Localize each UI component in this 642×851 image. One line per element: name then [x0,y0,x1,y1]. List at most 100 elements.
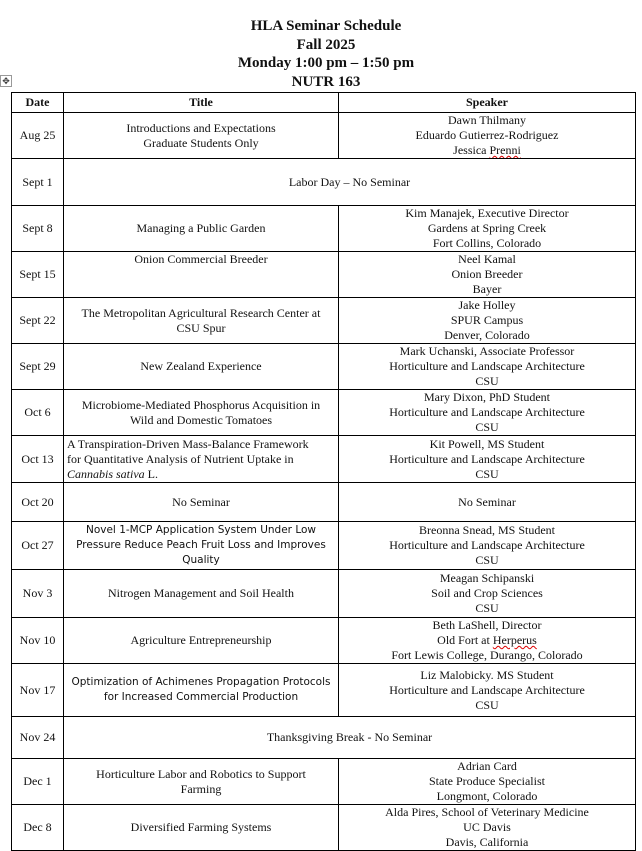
speaker-line: Neel Kamal [458,252,516,267]
header-title: Title [63,92,339,113]
title-line: Graduate Students Only [143,135,259,150]
row-date: Oct 20 [11,482,64,522]
title-line: A Transpiration-Driven Mass-Balance Fram… [67,436,309,451]
spelling-flag: Prenni [489,143,521,157]
row-speaker: Alda Pires, School of Veterinary Medicin… [338,804,636,851]
row-title: Onion Commercial Breeder [63,251,339,298]
title-line: No Seminar [172,494,230,509]
speaker-line: Longmont, Colorado [436,789,538,803]
speaker-line: Denver, Colorado [444,328,530,342]
table-row: Sept 22 The Metropolitan Agricultural Res… [11,297,636,344]
spelling-flag: Herperus [492,633,537,647]
speaker-line: Soil and Crop Sciences [431,586,543,600]
speaker-line: Liz Malobicky. MS Student [420,667,554,682]
title-line: The Metropolitan Agricultural Research C… [81,305,321,320]
speaker-line: UC Davis [463,820,511,834]
row-date: Sept 22 [11,297,64,344]
speaker-line: CSU [475,420,499,434]
row-date: Dec 1 [11,758,64,805]
document-header: HLA Seminar Schedule Fall 2025 Monday 1:… [0,17,642,91]
speaker-line: CSU [475,697,499,712]
row-title: Nitrogen Management and Soil Health [63,569,339,618]
speaker-line: Mark Uchanski, Associate Professor [399,344,575,359]
table-row: Sept 8 Managing a Public Garden Kim Manaje… [11,205,636,252]
text-cursor [635,615,636,631]
speaker-line: CSU [475,601,499,615]
speaker-line: Jessica Prenni [453,143,521,157]
title-italic: Cannabis sativa [67,466,145,481]
row-title: Managing a Public Garden [63,205,339,252]
speaker-line: Adrian Card [457,759,517,774]
row-title: Horticulture Labor and Robotics to Suppo… [63,758,339,805]
title-line: Cannabis sativa L. [67,467,335,482]
speaker-line: Alda Pires, School of Veterinary Medicin… [385,805,589,820]
speaker-line: Horticulture and Landscape Architecture [389,451,585,466]
row-speaker: No Seminar [338,482,636,522]
table-row: Nov 3 Nitrogen Management and Soil Health… [11,569,636,618]
table-row: Nov 24 Thanksgiving Break - No Seminar [11,716,636,759]
speaker-line: Jake Holley [458,298,516,313]
title-line: Horticulture Labor and Robotics to Suppo… [96,766,306,781]
row-title: Optimization of Achimenes Propagation Pr… [63,663,339,717]
speaker-line: Kit Powell, MS Student [429,436,545,451]
speaker-line: Horticulture and Landscape Architecture [389,359,585,373]
merged-note: Labor Day – No Seminar [63,158,636,206]
speaker-line: Dawn Thilmany [447,113,527,128]
title-line: Microbiome-Mediated Phosphorus Acquisiti… [81,397,321,412]
row-date: Nov 3 [11,569,64,618]
doc-time: Monday 1:00 pm – 1:50 pm [237,55,415,71]
row-date: Oct 6 [11,389,64,436]
speaker-line: Onion Breeder [451,267,523,281]
merged-note: Thanksgiving Break - No Seminar [63,716,636,759]
move-handle-icon[interactable]: ✥ [0,75,12,87]
speaker-line: Horticulture and Landscape Architecture [389,405,585,419]
schedule-table: Date Title Speaker Aug 25 Introductions a… [11,92,636,851]
table-row: Dec 8 Diversified Farming Systems Alda Pir… [11,804,636,851]
speaker-line: Old Fort at Herperus [437,633,537,647]
row-title: New Zealand Experience [63,343,339,390]
doc-term: Fall 2025 [296,36,356,53]
row-date: Nov 10 [11,617,64,664]
title-line: Introductions and Expectations [126,120,276,135]
speaker-line: Bayer [472,282,502,296]
row-date: Aug 25 [11,112,64,159]
speaker-line: CSU [475,374,499,388]
title-line: Quality [182,554,220,566]
table-row: Dec 1 Horticulture Labor and Robotics to … [11,758,636,805]
row-date: Oct 27 [11,521,64,570]
speaker-line: SPUR Campus [450,313,524,327]
table-row: Oct 27 Novel 1-MCP Application System Und… [11,521,636,570]
row-speaker: Kit Powell, MS Student Horticulture and L… [338,435,636,483]
row-date: Sept 29 [11,343,64,390]
row-speaker: Breonna Snead, MS Student Horticulture an… [338,521,636,570]
table-row: Nov 10 Agriculture Entrepreneurship Beth L… [11,617,636,664]
title-line: Agriculture Entrepreneurship [130,633,272,647]
row-speaker: Jake Holley SPUR Campus Denver, Colorado [338,297,636,344]
speaker-line: Eduardo Gutierrez-Rodriguez [415,128,559,142]
row-date: Sept 8 [11,205,64,252]
speaker-line: Mary Dixon, PhD Student [424,390,550,405]
row-speaker: Neel Kamal Onion Breeder Bayer [338,251,636,298]
row-title: The Metropolitan Agricultural Research C… [63,297,339,344]
speaker-line: Davis, California [445,835,529,849]
speaker-line: Kim Manajek, Executive Director [405,206,569,221]
row-title: A Transpiration-Driven Mass-Balance Fram… [63,435,339,483]
row-speaker: Liz Malobicky. MS Student Horticulture an… [338,663,636,717]
row-speaker: Mary Dixon, PhD Student Horticulture and … [338,389,636,436]
speaker-line: Horticulture and Landscape Architecture [389,538,585,552]
doc-room: NUTR 163 [291,73,361,90]
title-line: Optimization of Achimenes Propagation Pr… [71,676,331,688]
table-row: Aug 25 Introductions and Expectations Grad… [11,112,636,159]
table-row: Nov 17 Optimization of Achimenes Propagat… [11,663,636,717]
title-line: Onion Commercial Breeder [134,252,268,267]
title-line: Diversified Farming Systems [130,820,272,834]
row-title: Microbiome-Mediated Phosphorus Acquisiti… [63,389,339,436]
table-header-row: Date Title Speaker [11,92,636,113]
table-row: Sept 29 New Zealand Experience Mark Uchans… [11,343,636,390]
row-title: No Seminar [63,482,339,522]
table-row: Oct 13 A Transpiration-Driven Mass-Balanc… [11,435,636,483]
table-row: Sept 1 Labor Day – No Seminar [11,158,636,206]
row-speaker: Meagan Schipanski Soil and Crop Sciences C… [338,569,636,618]
title-line: for Quantitative Analysis of Nutrient Up… [67,451,294,466]
row-speaker: Beth LaShell, Director Old Fort at Herper… [338,617,636,664]
